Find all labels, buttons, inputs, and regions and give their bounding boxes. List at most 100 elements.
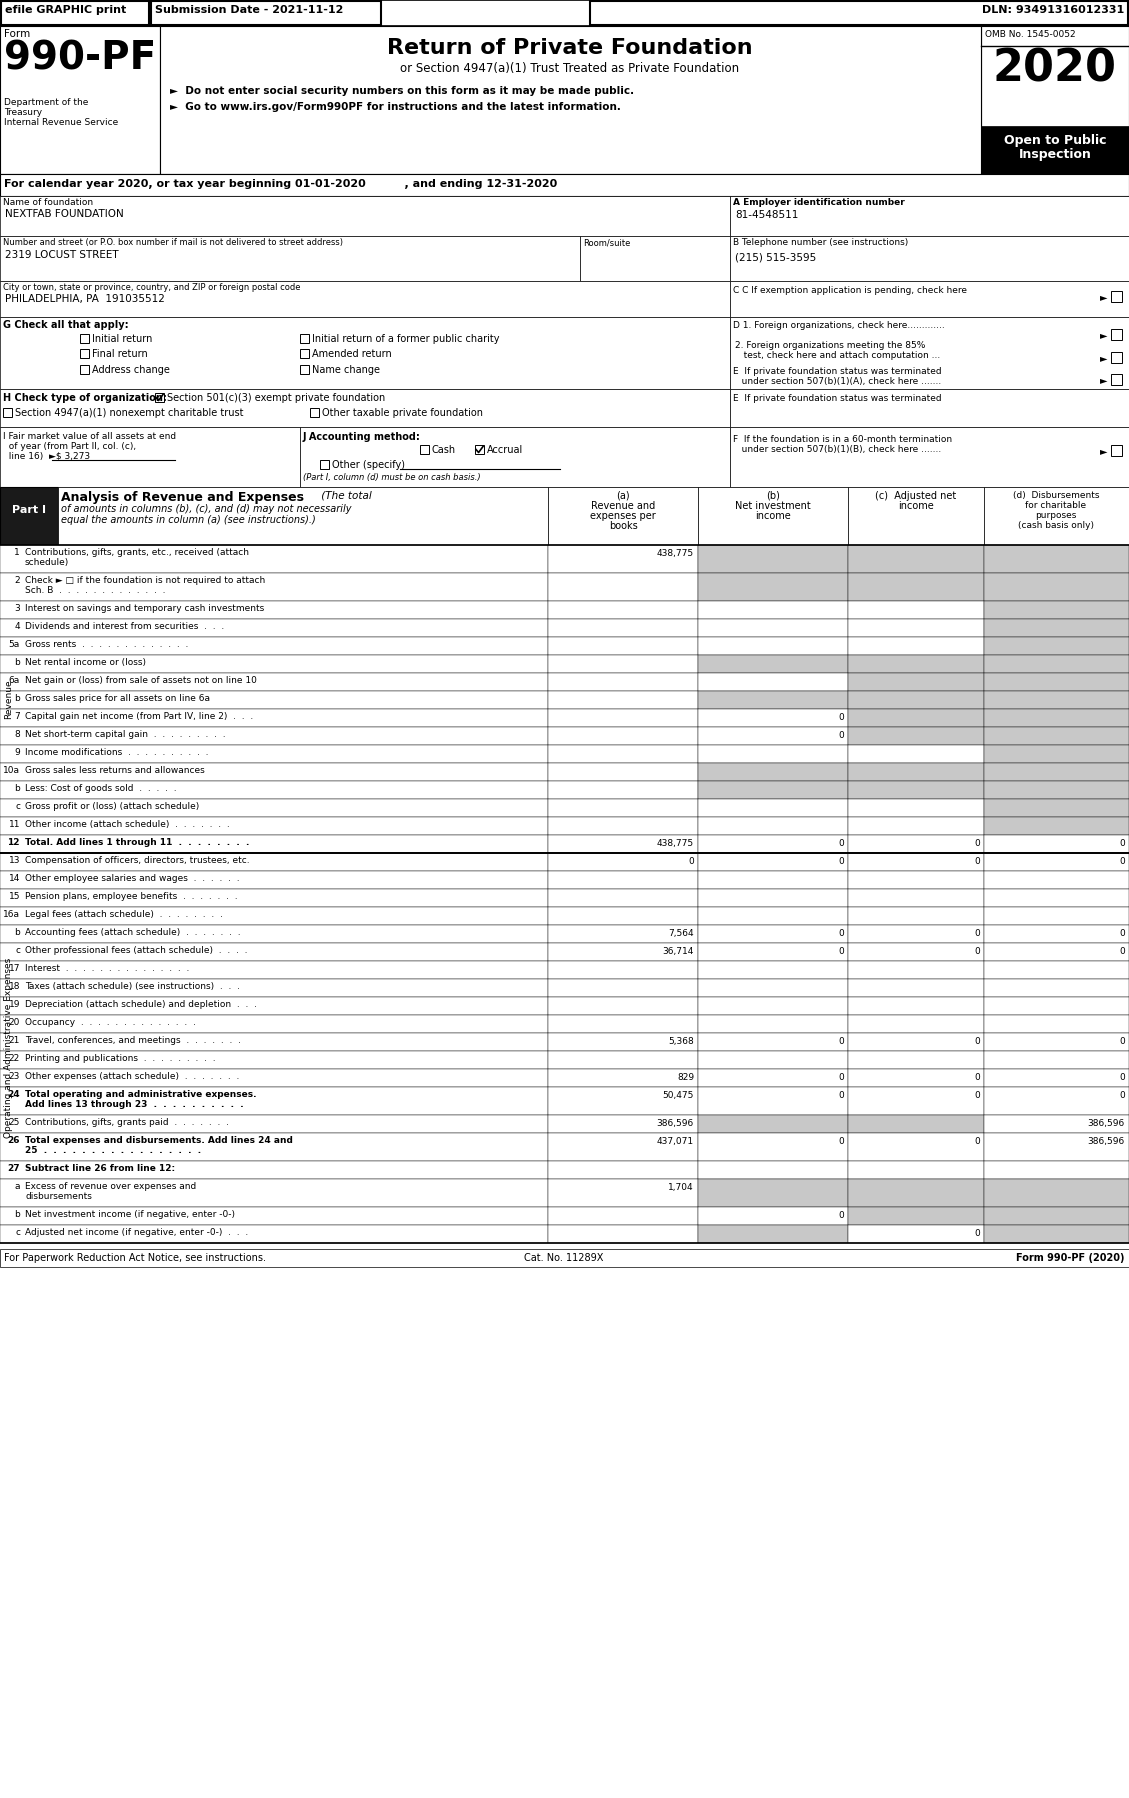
Text: 0: 0 [1119,1037,1124,1046]
Text: 19: 19 [9,1000,20,1009]
Text: 438,775: 438,775 [657,548,694,557]
Text: 990-PF: 990-PF [5,40,156,77]
Bar [0,1034,548,1052]
Text: 0: 0 [838,1073,844,1082]
Bar [984,1016,1129,1034]
Text: Analysis of Revenue and Expenses: Analysis of Revenue and Expenses [61,491,304,503]
Text: (Part I, column (d) must be on cash basis.): (Part I, column (d) must be on cash basi… [303,473,481,482]
Text: (a): (a) [616,491,630,502]
Bar [0,1224,548,1242]
Text: 26: 26 [8,1136,20,1145]
Text: schedule): schedule) [25,557,69,566]
Bar [300,365,309,374]
Bar [698,487,848,545]
Text: Operating and Administrative Expenses: Operating and Administrative Expenses [5,958,14,1138]
Text: Net investment income (if negative, enter -0-): Net investment income (if negative, ente… [25,1210,235,1219]
Text: b: b [15,928,20,937]
Text: a: a [15,1181,20,1190]
Bar [984,690,1129,708]
Bar [698,1133,848,1162]
Bar [698,574,848,601]
Bar [0,870,548,888]
Bar [548,574,698,601]
Text: 0: 0 [974,1091,980,1100]
Bar [984,870,1129,888]
Text: Form: Form [5,29,30,40]
Bar [590,2,1128,25]
Bar [0,280,730,316]
Bar [698,726,848,744]
Text: 7,564: 7,564 [668,930,694,939]
Text: 3: 3 [15,604,20,613]
Text: 2319 LOCUST STREET: 2319 LOCUST STREET [5,250,119,261]
Text: Part I: Part I [12,505,46,514]
Text: ►: ► [1100,331,1108,340]
Text: ►: ► [1100,291,1108,302]
Bar [80,349,89,358]
Text: 0: 0 [974,840,980,849]
Text: Cash: Cash [432,444,456,455]
Bar [0,672,548,690]
Text: 4: 4 [15,622,20,631]
Text: 23: 23 [9,1072,20,1081]
Bar [0,1016,548,1034]
Text: ►: ► [1100,446,1108,457]
Bar [0,780,548,798]
Bar [0,690,548,708]
Text: line 16)  ►$ 3,273: line 16) ►$ 3,273 [3,451,90,460]
Bar [0,0,1129,25]
Text: Open to Public: Open to Public [1004,135,1106,147]
Bar [698,888,848,906]
Text: NEXTFAB FOUNDATION: NEXTFAB FOUNDATION [5,209,124,219]
Bar [0,654,548,672]
Bar [698,960,848,978]
Text: Add lines 13 through 23  .  .  .  .  .  .  .  .  .  .: Add lines 13 through 23 . . . . . . . . … [25,1100,244,1109]
Bar [0,924,548,942]
Text: Other expenses (attach schedule)  .  .  .  .  .  .  .: Other expenses (attach schedule) . . . .… [25,1072,239,1081]
Bar [698,998,848,1016]
Text: 5a: 5a [9,640,20,649]
Bar [984,888,1129,906]
Text: Other professional fees (attach schedule)  .  .  .  .: Other professional fees (attach schedule… [25,946,247,955]
Text: Gross rents  .  .  .  .  .  .  .  .  .  .  .  .  .: Gross rents . . . . . . . . . . . . . [25,640,189,649]
Text: Income modifications  .  .  .  .  .  .  .  .  .  .: Income modifications . . . . . . . . . . [25,748,209,757]
Text: 20: 20 [9,1018,20,1027]
Bar [848,942,984,960]
Text: 12: 12 [8,838,20,847]
Bar [548,888,698,906]
Bar [848,960,984,978]
Text: Net short-term capital gain  .  .  .  .  .  .  .  .  .: Net short-term capital gain . . . . . . … [25,730,226,739]
Bar [984,672,1129,690]
Text: J Accounting method:: J Accounting method: [303,432,421,442]
Text: Address change: Address change [91,365,169,376]
Bar [848,978,984,998]
Bar [848,1179,984,1206]
Bar [698,978,848,998]
Bar [698,601,848,619]
Text: 8: 8 [15,730,20,739]
Text: 14: 14 [9,874,20,883]
Bar [0,236,580,280]
Text: 15: 15 [9,892,20,901]
Bar [698,1070,848,1088]
Text: Department of the: Department of the [5,99,88,108]
Bar [984,726,1129,744]
Bar [698,852,848,870]
Bar [730,426,1129,487]
Text: 0: 0 [974,1136,980,1145]
Bar [698,672,848,690]
Bar [0,1179,548,1206]
Bar [300,349,309,358]
Text: 2: 2 [15,575,20,584]
Bar [0,834,548,852]
Text: 0: 0 [689,858,694,867]
Bar [848,780,984,798]
Bar [848,726,984,744]
Bar [548,924,698,942]
Text: 0: 0 [838,714,844,723]
Text: 0: 0 [1119,858,1124,867]
Bar [0,744,548,762]
Bar [0,888,548,906]
Bar [548,780,698,798]
Bar [848,1052,984,1070]
